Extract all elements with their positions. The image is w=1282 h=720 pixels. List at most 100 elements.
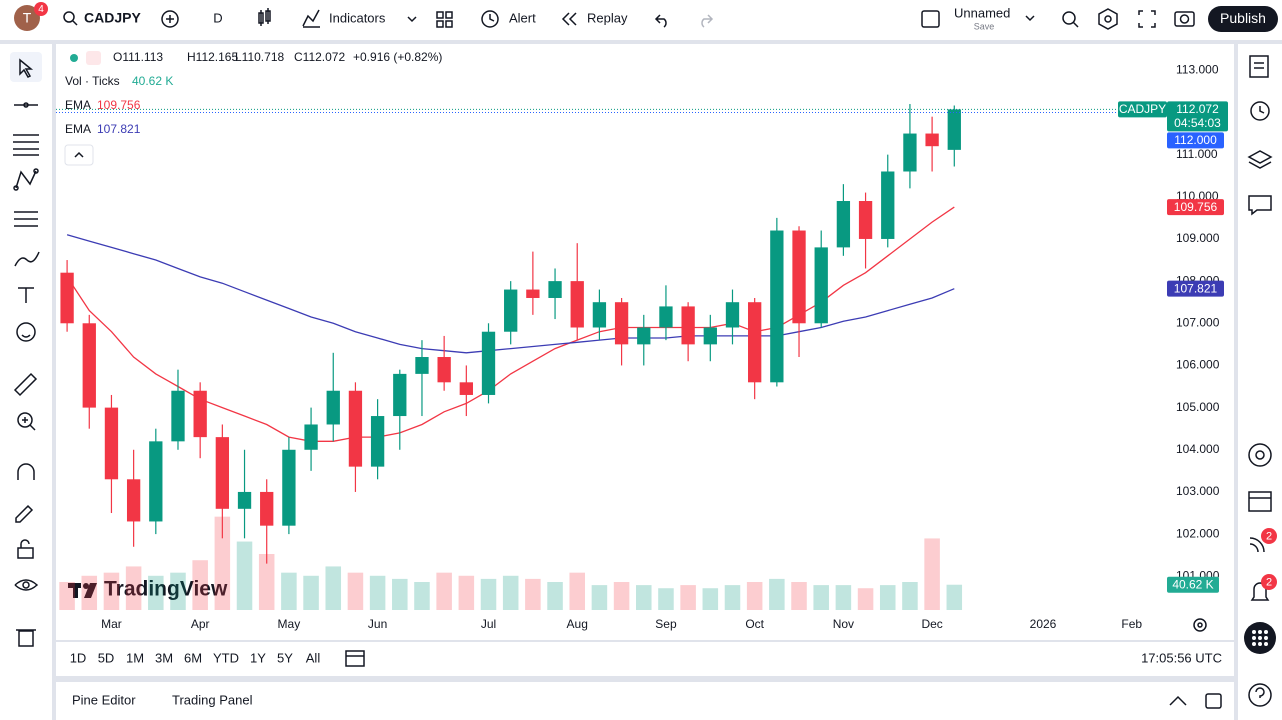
volume-bar: [148, 575, 164, 610]
volume-bar: [369, 575, 386, 610]
ohlc-high: H112.165: [187, 50, 238, 64]
volume-bar: [325, 566, 342, 610]
magnet-tool[interactable]: [17, 463, 35, 480]
zoom-tool[interactable]: [17, 412, 36, 431]
bottom-tab[interactable]: Trading Panel: [172, 692, 253, 707]
volume-bar: [769, 578, 785, 610]
bottom-tab[interactable]: Pine Editor: [72, 692, 136, 707]
y-tick-label: 109.000: [1176, 231, 1220, 245]
watchlist[interactable]: [1249, 55, 1269, 78]
replay-icon[interactable]: [561, 12, 577, 26]
candle-body: [814, 247, 828, 324]
technicals[interactable]: [1248, 443, 1272, 467]
maximize-panel[interactable]: [1169, 695, 1187, 706]
y-tick-label: 105.000: [1176, 400, 1220, 414]
layout-menu[interactable]: [1025, 15, 1035, 22]
volume-bar: [702, 588, 719, 610]
remove-tool[interactable]: [16, 629, 36, 647]
indicators[interactable]: Indicators: [329, 10, 386, 25]
collapse-legend[interactable]: [64, 144, 94, 166]
undo[interactable]: [654, 14, 667, 28]
volume-legend-value: 40.62 K: [132, 74, 173, 88]
indicators-icon[interactable]: [302, 9, 320, 28]
chart-type[interactable]: [258, 8, 271, 26]
x-tick-label: Feb: [1121, 617, 1142, 631]
range-button[interactable]: 3M: [155, 650, 173, 665]
range-button[interactable]: 5D: [98, 650, 115, 665]
range-button[interactable]: 6M: [184, 650, 202, 665]
range-buttons: 1D 5D 1M 3M 6M YTD 1Y 5Y All: [70, 650, 321, 665]
alert-icon[interactable]: [481, 10, 499, 28]
settings[interactable]: [1098, 8, 1118, 30]
range-button[interactable]: 5Y: [277, 650, 293, 665]
volume-bar: [103, 572, 120, 610]
x-tick-label: 2026: [1030, 617, 1057, 631]
layout-name[interactable]: Unnamed: [954, 5, 1010, 20]
fullscreen[interactable]: [1138, 10, 1156, 28]
candle-body: [770, 230, 784, 383]
chat[interactable]: [1248, 195, 1272, 216]
candle-body: [82, 323, 96, 408]
symbol-tag: [1118, 101, 1167, 118]
object-tree[interactable]: [1247, 150, 1273, 169]
replay[interactable]: Replay: [587, 10, 628, 25]
add-symbol[interactable]: [161, 10, 179, 28]
candle-body: [126, 479, 141, 522]
snapshot[interactable]: [1174, 11, 1195, 27]
bottom-panel: [56, 682, 1234, 720]
ema-tag: [1167, 199, 1224, 216]
prediction-tool[interactable]: [14, 211, 38, 227]
line-tool[interactable]: [14, 102, 38, 108]
layout-icon[interactable]: [921, 10, 940, 28]
range-button[interactable]: All: [306, 650, 321, 665]
text-tool[interactable]: [18, 287, 34, 303]
quick-search[interactable]: [1062, 11, 1079, 28]
brush-tool[interactable]: [14, 251, 40, 267]
range-button[interactable]: 1D: [70, 650, 87, 665]
candle-body: [459, 382, 473, 395]
panel-layout[interactable]: [1205, 693, 1222, 709]
range-button[interactable]: 1Y: [250, 650, 266, 665]
search-icon[interactable]: [63, 11, 78, 26]
candle-body: [836, 201, 851, 248]
volume-bar: [59, 582, 75, 610]
x-tick-label: Jul: [481, 617, 496, 631]
y-tick-label: 104.000: [1176, 442, 1220, 456]
publish-button[interactable]: [1208, 6, 1278, 32]
templates[interactable]: [436, 11, 453, 28]
range-button[interactable]: YTD: [213, 650, 239, 665]
alert[interactable]: Alert: [509, 10, 536, 25]
avatar[interactable]: [14, 5, 40, 31]
axis-settings[interactable]: [1193, 618, 1207, 632]
date-range-icon[interactable]: [345, 650, 365, 667]
y-tick-label: 111.000: [1176, 147, 1218, 161]
range-button[interactable]: 1M: [126, 650, 144, 665]
volume-bar: [946, 584, 963, 610]
pattern-tool[interactable]: [13, 168, 39, 191]
news-badge: [1261, 528, 1277, 544]
symbol[interactable]: CADJPY: [84, 10, 141, 26]
hide-tool[interactable]: [14, 579, 39, 591]
symbol-tag-label: CADJPY: [1119, 102, 1166, 116]
news[interactable]: [1249, 537, 1265, 553]
icon-tool[interactable]: [16, 322, 36, 342]
volume-bar: [81, 575, 98, 610]
calendar[interactable]: [1248, 491, 1272, 512]
fib-tool[interactable]: [13, 134, 39, 156]
notifications[interactable]: [1250, 582, 1270, 601]
ema-legend: EMA: [65, 98, 91, 112]
cursor-tool[interactable]: [19, 58, 34, 78]
candle-body: [237, 491, 252, 509]
volume-bar: [258, 554, 275, 610]
lock-tool[interactable]: [17, 539, 34, 559]
measure-tool[interactable]: [13, 372, 38, 397]
indicators-menu[interactable]: [407, 16, 417, 23]
volume-bar: [813, 585, 829, 610]
help[interactable]: [1248, 683, 1272, 707]
redo[interactable]: [701, 14, 714, 28]
candle-body: [592, 302, 607, 328]
alerts-panel[interactable]: [1250, 101, 1270, 121]
drawing-mode[interactable]: [15, 504, 34, 523]
interval[interactable]: D: [213, 10, 222, 25]
candle-body: [570, 281, 584, 328]
